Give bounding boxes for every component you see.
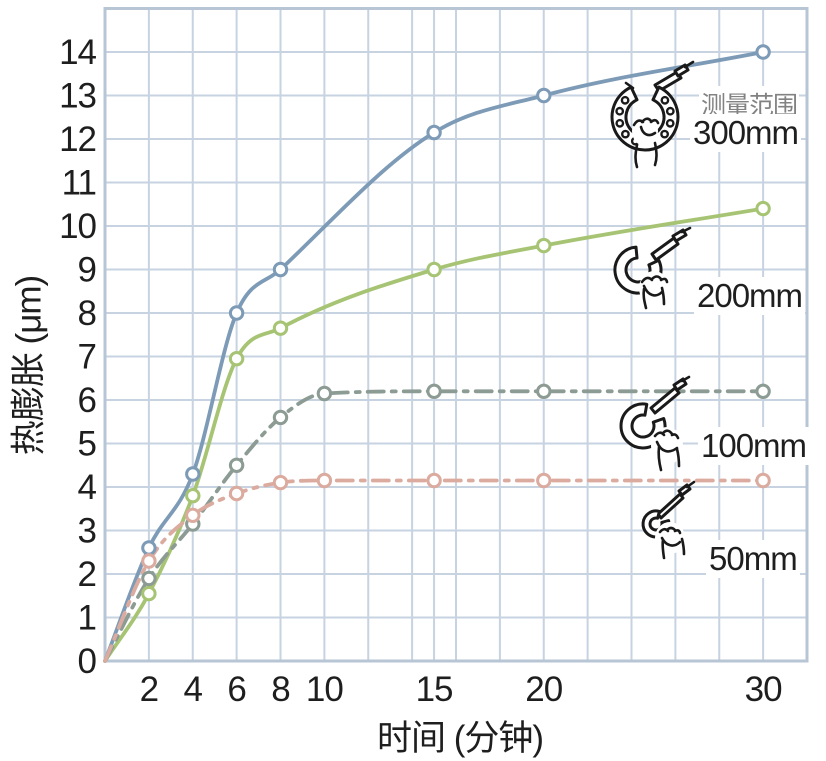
svg-text:8: 8 — [271, 670, 289, 709]
series-markers-100mm — [141, 383, 771, 587]
svg-text:30: 30 — [745, 670, 782, 709]
svg-text:3: 3 — [78, 512, 96, 551]
series-label-100mm: 100mm — [698, 427, 810, 465]
svg-text:11: 11 — [62, 164, 96, 203]
series-label-200mm: 200mm — [694, 277, 806, 315]
series-markers-200mm — [141, 200, 771, 602]
micrometer-300mm-icon — [610, 60, 695, 169]
series-label-300mm: 300mm — [690, 114, 802, 152]
micrometer-200mm-icon — [613, 226, 692, 310]
svg-text:20: 20 — [525, 670, 562, 709]
svg-text:7: 7 — [78, 338, 96, 377]
y-axis-title: 热膨胀 (μm) — [9, 275, 49, 456]
plot-frame — [103, 7, 809, 663]
micrometer-50mm-icon — [641, 480, 696, 560]
svg-text:15: 15 — [416, 670, 453, 709]
svg-text:2: 2 — [78, 555, 96, 594]
svg-text:5: 5 — [78, 425, 96, 464]
svg-text:8: 8 — [78, 294, 96, 333]
svg-text:0: 0 — [78, 642, 97, 681]
x-tick-labels: 2 4 6 8 10 15 20 30 — [140, 670, 783, 709]
svg-text:9: 9 — [78, 251, 96, 290]
svg-text:12: 12 — [59, 120, 96, 159]
series-line-100mm — [103, 389, 765, 663]
svg-text:10: 10 — [59, 207, 96, 246]
x-axis-title: 时间 (分钟) — [376, 719, 544, 758]
series-label-50mm: 50mm — [706, 540, 800, 578]
svg-text:13: 13 — [59, 77, 96, 116]
svg-text:6: 6 — [227, 670, 245, 709]
svg-text:10: 10 — [306, 670, 343, 709]
series-markers-300mm — [141, 44, 771, 556]
svg-text:4: 4 — [184, 670, 203, 709]
series-markers-50mm — [141, 472, 771, 569]
svg-text:2: 2 — [140, 670, 158, 709]
svg-text:14: 14 — [59, 33, 96, 72]
svg-text:6: 6 — [78, 381, 96, 420]
svg-text:1: 1 — [78, 599, 96, 638]
svg-text:4: 4 — [78, 468, 97, 507]
micrometer-100mm-icon — [619, 375, 691, 472]
